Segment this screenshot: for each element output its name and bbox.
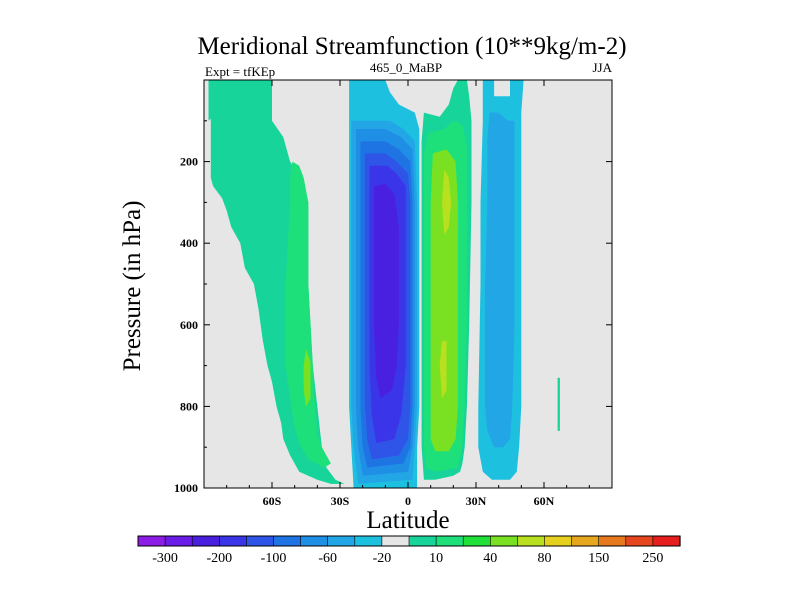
x-tick-label: 0 — [405, 494, 411, 508]
colorbar-label: 10 — [429, 551, 443, 566]
colorbar-label: 250 — [642, 551, 663, 566]
colorbar-label: -20 — [373, 551, 392, 566]
x-tick-label: 30S — [331, 494, 350, 508]
contour-hadley-neg-core — [374, 184, 399, 399]
colorbar-swatch — [571, 535, 600, 547]
colorbar-swatch — [219, 535, 248, 547]
colorbar-swatch — [300, 535, 329, 547]
colorbar-label: -100 — [261, 551, 287, 566]
chart-title: Meridional Streamfunction (10**9kg/m-2) — [197, 33, 626, 60]
colorbar-swatch — [544, 535, 573, 547]
colorbar: -300 -200 -100 -60 -20 10 40 80 150 250 — [137, 535, 681, 566]
y-tick-label: 800 — [180, 399, 198, 413]
x-tick-label: 60S — [263, 494, 282, 508]
contour-layer — [208, 80, 560, 488]
colorbar-swatch — [598, 535, 627, 547]
colorbar-swatch — [381, 535, 410, 547]
subtitle-left: Expt = tfKEp — [205, 64, 275, 79]
colorbar-label: -200 — [206, 551, 232, 566]
y-axis-label: Pressure (in hPa) — [119, 201, 146, 372]
colorbar-swatch — [408, 535, 437, 547]
colorbar-swatch — [354, 535, 383, 547]
colorbar-swatch — [327, 535, 356, 547]
colorbar-swatch — [435, 535, 464, 547]
colorbar-swatch — [652, 535, 681, 547]
x-tick-label: 30N — [466, 494, 487, 508]
colorbar-swatch — [517, 535, 546, 547]
colorbar-label: 150 — [588, 551, 609, 566]
plot-area: 60S 30S 0 30N 60N 200 400 600 800 1000 — [174, 79, 613, 508]
contour-hadley-pos-l3 — [430, 149, 458, 452]
colorbar-swatch — [462, 535, 491, 547]
y-tick-label: 1000 — [174, 481, 198, 495]
colorbar-swatch — [625, 535, 654, 547]
y-tick-label: 400 — [180, 236, 198, 250]
subtitle-center: 465_0_MaBP — [370, 60, 442, 75]
y-tick-label: 200 — [180, 155, 198, 169]
colorbar-swatch — [273, 535, 302, 547]
contour-sh-ferrel-inner — [285, 161, 331, 468]
colorbar-swatch — [489, 535, 518, 547]
y-tick-label: 600 — [180, 318, 198, 332]
contour-nh-ferrel-neg-l2 — [485, 112, 515, 448]
x-tick-label: 60N — [534, 494, 555, 508]
colorbar-label: 80 — [538, 551, 552, 566]
colorbar-swatch — [246, 535, 275, 547]
colorbar-label: -60 — [318, 551, 337, 566]
colorbar-label: -300 — [152, 551, 178, 566]
colorbar-swatch — [137, 535, 166, 547]
colorbar-frame — [137, 535, 681, 547]
contour-nh-small-feature — [557, 377, 560, 431]
contour-hadley-pos-core — [442, 169, 452, 235]
x-axis-label: Latitude — [366, 507, 449, 534]
contour-sh-ferrel-core — [303, 349, 311, 407]
colorbar-label: 40 — [483, 551, 497, 566]
subtitle-right: JJA — [592, 60, 612, 75]
colorbar-swatch — [164, 535, 193, 547]
tick-layer: 60S 30S 0 30N 60N 200 400 600 800 1000 — [174, 80, 612, 508]
colorbar-swatch — [191, 535, 220, 547]
contour-hadley-pos-core2 — [439, 341, 447, 399]
